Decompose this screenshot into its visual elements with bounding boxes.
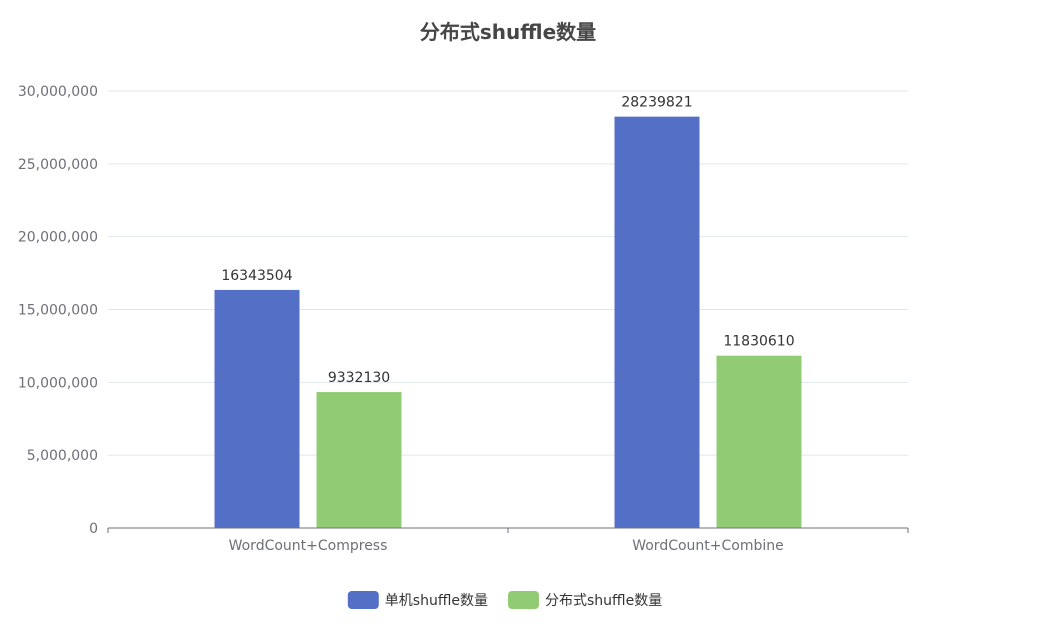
- x-axis: WordCount+Compress WordCount+Combine: [107, 527, 909, 554]
- y-tick-label: 20,000,000: [18, 230, 98, 246]
- data-labels: 16343504 9332130 28239821 11830610: [221, 95, 794, 386]
- legend-item[interactable]: 单机shuffle数量: [347, 591, 488, 609]
- bar[interactable]: [214, 289, 300, 528]
- legend-swatch: [508, 591, 539, 609]
- legend-item[interactable]: 分布式shuffle数量: [508, 591, 662, 609]
- x-tick-label: WordCount+Compress: [229, 538, 388, 554]
- legend[interactable]: 单机shuffle数量 分布式shuffle数量: [347, 591, 662, 609]
- x-tick-label: WordCount+Combine: [632, 538, 784, 554]
- y-tick-label: 15,000,000: [18, 303, 98, 319]
- y-tick-label: 0: [89, 521, 98, 537]
- y-axis: 0 5,000,000 10,000,000 15,000,000 20,000,000…: [18, 84, 98, 537]
- data-label: 11830610: [723, 334, 794, 350]
- bar[interactable]: [316, 392, 402, 528]
- data-label: 16343504: [221, 268, 292, 284]
- y-tick-label: 5,000,000: [27, 448, 98, 464]
- bars: [214, 116, 802, 528]
- data-label: 28239821: [621, 95, 692, 111]
- y-tick-label: 30,000,000: [18, 84, 98, 100]
- legend-label: 单机shuffle数量: [385, 593, 488, 609]
- data-label: 9332130: [328, 370, 390, 386]
- y-tick-label: 10,000,000: [18, 375, 98, 391]
- legend-swatch: [347, 591, 379, 609]
- bar[interactable]: [716, 355, 802, 528]
- bar[interactable]: [614, 116, 700, 528]
- chart-title: 分布式shuffle数量: [420, 20, 596, 44]
- legend-label: 分布式shuffle数量: [545, 593, 662, 609]
- y-tick-label: 25,000,000: [18, 157, 98, 173]
